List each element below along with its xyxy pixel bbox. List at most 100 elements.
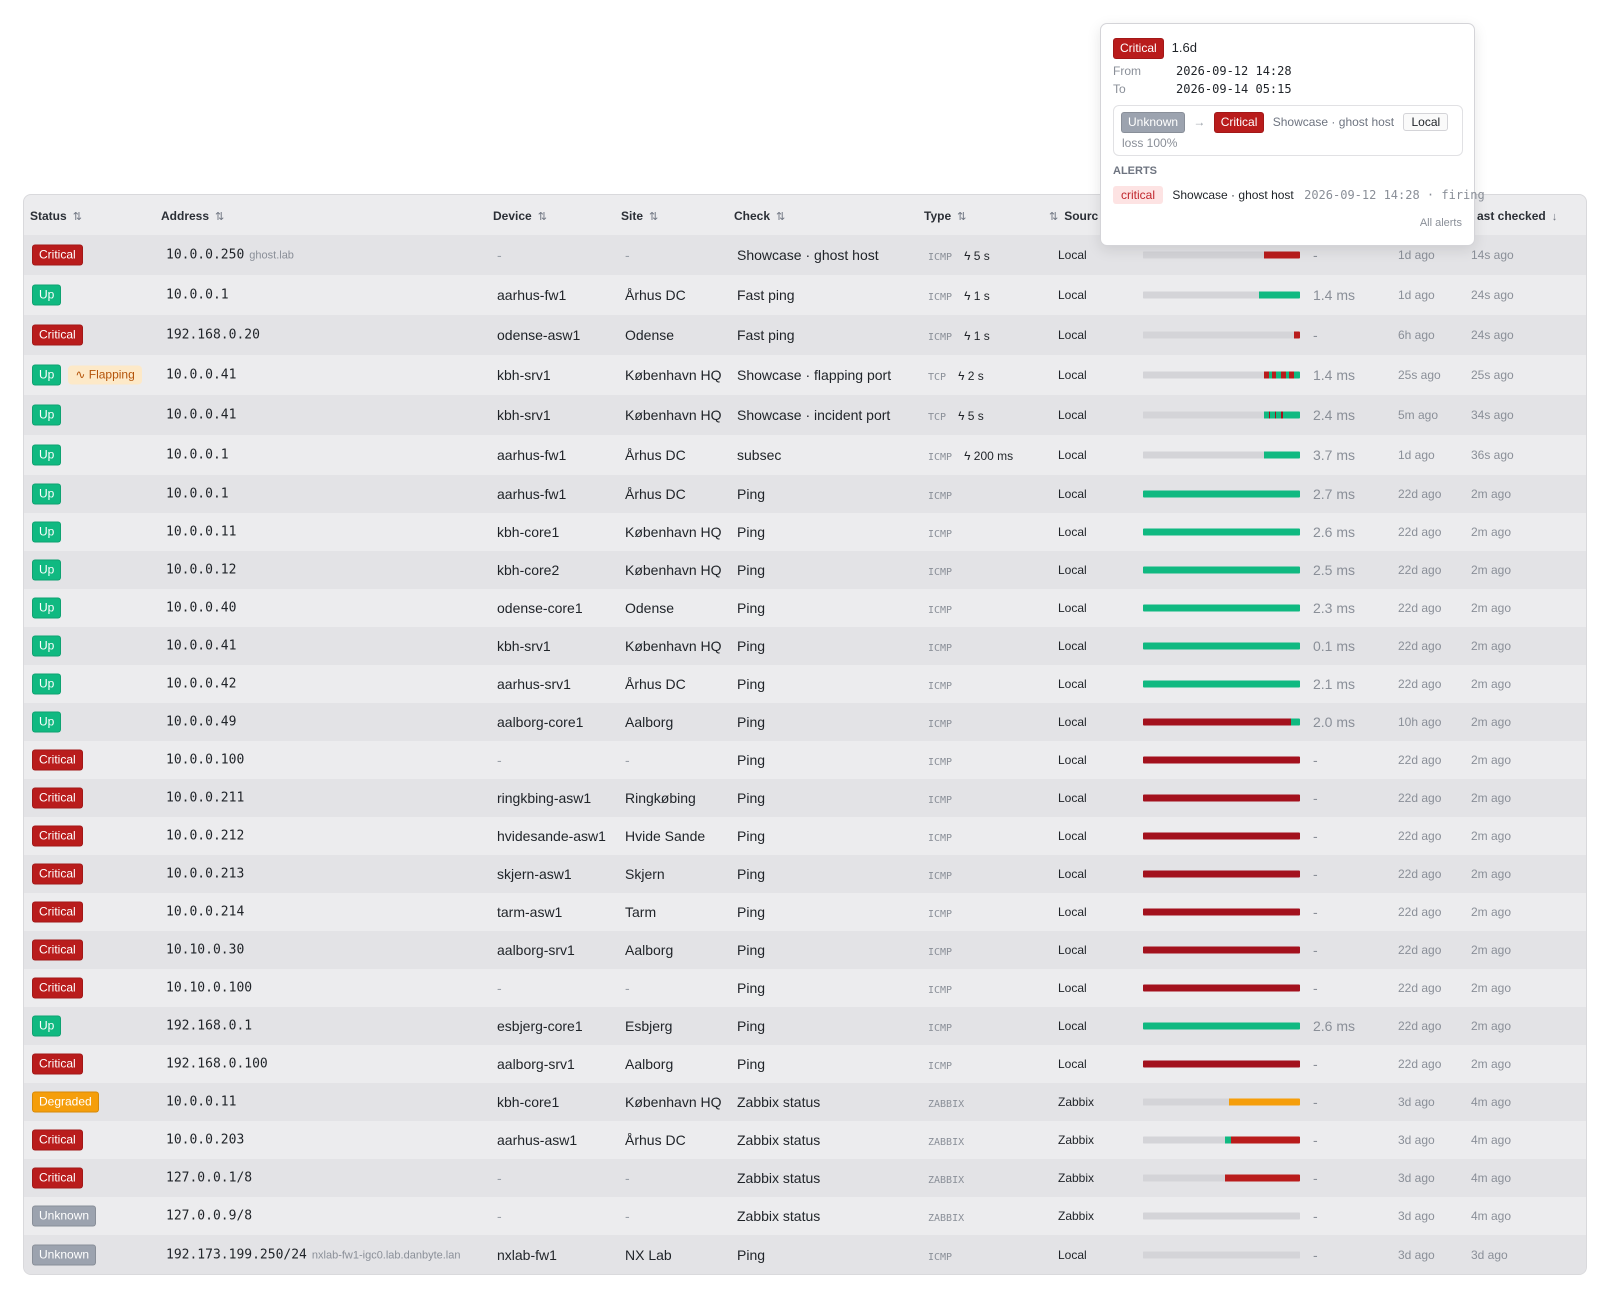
history-bar[interactable] xyxy=(1143,946,1300,954)
check-cell[interactable]: Ping xyxy=(737,714,766,730)
table-row[interactable]: Critical 10.0.0.100 - - Ping ICMP Local - 22d ag… xyxy=(24,741,1586,779)
address-cell[interactable]: 10.10.0.30 xyxy=(166,942,245,958)
device-cell[interactable]: ringkbing-asw1 xyxy=(497,790,592,806)
address-cell[interactable]: 127.0.0.9/8 xyxy=(166,1208,253,1224)
device-cell[interactable]: skjern-asw1 xyxy=(497,866,572,882)
address-cell[interactable]: 10.0.0.41 xyxy=(166,638,237,654)
address-cell[interactable]: 10.10.0.100 xyxy=(166,980,253,996)
history-bar[interactable] xyxy=(1143,870,1300,878)
address-cell[interactable]: 10.0.0.203 xyxy=(166,1132,245,1148)
device-cell[interactable]: tarm-asw1 xyxy=(497,904,563,920)
history-bar[interactable] xyxy=(1143,1060,1300,1068)
table-row[interactable]: Up 10.0.0.1 aarhus-fw1 Århus DC subsec ICMP ϟ … xyxy=(24,435,1586,475)
address-cell[interactable]: 10.0.0.212 xyxy=(166,828,245,844)
check-cell[interactable]: Fast ping xyxy=(737,287,795,303)
history-bar[interactable] xyxy=(1143,832,1300,840)
device-cell[interactable]: - xyxy=(497,247,502,263)
column-header-address[interactable]: Address ⇅ xyxy=(161,209,225,223)
check-cell[interactable]: Showcase · ghost host xyxy=(737,247,879,263)
check-cell[interactable]: Ping xyxy=(737,828,766,844)
check-cell[interactable]: Ping xyxy=(737,486,766,502)
column-header-status[interactable]: Status ⇅ xyxy=(30,209,82,223)
table-row[interactable]: Up 10.0.0.12 kbh-core2 København HQ Ping ICMP… xyxy=(24,551,1586,589)
address-cell[interactable]: 10.0.0.214 xyxy=(166,904,245,920)
address-cell[interactable]: 10.0.0.41 xyxy=(166,367,237,383)
address-cell[interactable]: 10.0.0.100 xyxy=(166,752,245,768)
address-cell[interactable]: 192.168.0.1 xyxy=(166,1018,253,1034)
device-cell[interactable]: - xyxy=(497,1208,502,1224)
column-header-type[interactable]: Type ⇅ xyxy=(924,209,967,223)
sort-icon[interactable]: ⇅ xyxy=(957,211,967,223)
table-row[interactable]: Critical 10.10.0.30 aalborg-srv1 Aalborg Pin… xyxy=(24,931,1586,969)
address-cell[interactable]: 10.0.0.12 xyxy=(166,562,237,578)
history-bar[interactable] xyxy=(1143,411,1300,419)
address-cell[interactable]: 10.0.0.40 xyxy=(166,600,237,616)
address-cell[interactable]: 192.168.0.100 xyxy=(166,1056,268,1072)
sort-icon[interactable]: ⇅ xyxy=(776,211,786,223)
device-cell[interactable]: aarhus-fw1 xyxy=(497,486,567,502)
table-row[interactable]: Up ∿ Flapping 10.0.0.41 kbh-srv1 København H… xyxy=(24,355,1586,395)
check-cell[interactable]: Zabbix status xyxy=(737,1094,821,1110)
device-cell[interactable]: aalborg-srv1 xyxy=(497,942,575,958)
history-bar[interactable] xyxy=(1143,718,1300,726)
history-bar[interactable] xyxy=(1143,1136,1300,1144)
history-bar[interactable] xyxy=(1143,528,1300,536)
address-cell[interactable]: 10.0.0.213 xyxy=(166,866,245,882)
check-cell[interactable]: Zabbix status xyxy=(737,1170,821,1186)
table-row[interactable]: Critical 10.0.0.214 tarm-asw1 Tarm Ping ICMP L… xyxy=(24,893,1586,931)
check-cell[interactable]: Ping xyxy=(737,1056,766,1072)
check-cell[interactable]: Ping xyxy=(737,942,766,958)
history-bar[interactable] xyxy=(1143,1098,1300,1106)
address-cell[interactable]: 10.0.0.1 xyxy=(166,447,229,463)
history-bar[interactable] xyxy=(1143,604,1300,612)
sort-icon[interactable]: ⇅ xyxy=(1049,211,1059,223)
check-cell[interactable]: Showcase · incident port xyxy=(737,407,891,423)
history-bar[interactable] xyxy=(1143,566,1300,574)
address-cell[interactable]: 192.168.0.20 xyxy=(166,327,260,343)
check-cell[interactable]: Ping xyxy=(737,600,766,616)
device-cell[interactable]: kbh-srv1 xyxy=(497,638,551,654)
address-cell[interactable]: 10.0.0.41 xyxy=(166,407,237,423)
device-cell[interactable]: nxlab-fw1 xyxy=(497,1247,557,1263)
table-row[interactable]: Unknown 127.0.0.9/8 - - Zabbix status ZABBIX Z… xyxy=(24,1197,1586,1235)
check-cell[interactable]: Ping xyxy=(737,562,766,578)
check-cell[interactable]: Ping xyxy=(737,638,766,654)
device-cell[interactable]: hvidesande-asw1 xyxy=(497,828,606,844)
history-bar[interactable] xyxy=(1143,291,1300,299)
history-bar[interactable] xyxy=(1143,984,1300,992)
column-header-source[interactable]: ⇅ Sourc xyxy=(1049,209,1099,223)
table-row[interactable]: Degraded 10.0.0.11 kbh-core1 København HQ Za… xyxy=(24,1083,1586,1121)
column-header-device[interactable]: Device ⇅ xyxy=(493,209,547,223)
history-bar[interactable] xyxy=(1143,1174,1300,1182)
table-row[interactable]: Critical 192.168.0.20 odense-asw1 Odense Fas… xyxy=(24,315,1586,355)
device-cell[interactable]: kbh-srv1 xyxy=(497,367,551,383)
device-cell[interactable]: aarhus-srv1 xyxy=(497,676,571,692)
sort-icon[interactable]: ⇅ xyxy=(537,211,547,223)
device-cell[interactable]: esbjerg-core1 xyxy=(497,1018,583,1034)
history-bar[interactable] xyxy=(1143,371,1300,379)
check-cell[interactable]: Ping xyxy=(737,790,766,806)
history-bar[interactable] xyxy=(1143,490,1300,498)
history-bar[interactable] xyxy=(1143,1212,1300,1220)
device-cell[interactable]: aalborg-core1 xyxy=(497,714,584,730)
history-bar[interactable] xyxy=(1143,642,1300,650)
history-bar[interactable] xyxy=(1143,794,1300,802)
check-cell[interactable]: Ping xyxy=(737,676,766,692)
sort-icon[interactable]: ⇅ xyxy=(649,211,659,223)
device-cell[interactable]: - xyxy=(497,980,502,996)
address-cell[interactable]: 10.0.0.1 xyxy=(166,486,229,502)
column-header-site[interactable]: Site ⇅ xyxy=(621,209,659,223)
table-row[interactable]: Up 10.0.0.11 kbh-core1 København HQ Ping ICMP… xyxy=(24,513,1586,551)
check-cell[interactable]: Zabbix status xyxy=(737,1132,821,1148)
device-cell[interactable]: aalborg-srv1 xyxy=(497,1056,575,1072)
address-cell[interactable]: 10.0.0.1 xyxy=(166,287,229,303)
address-cell[interactable]: 10.0.0.11 xyxy=(166,1094,237,1110)
device-cell[interactable]: odense-core1 xyxy=(497,600,583,616)
history-bar[interactable] xyxy=(1143,908,1300,916)
address-cell[interactable]: 10.0.0.42 xyxy=(166,676,237,692)
check-cell[interactable]: Showcase · flapping port xyxy=(737,367,892,383)
table-row[interactable]: Critical 10.10.0.100 - - Ping ICMP Local - 22d a… xyxy=(24,969,1586,1007)
device-cell[interactable]: kbh-srv1 xyxy=(497,407,551,423)
alert-item[interactable]: critical Showcase · ghost host 2026-09-1… xyxy=(1113,186,1485,204)
check-cell[interactable]: Ping xyxy=(737,980,766,996)
